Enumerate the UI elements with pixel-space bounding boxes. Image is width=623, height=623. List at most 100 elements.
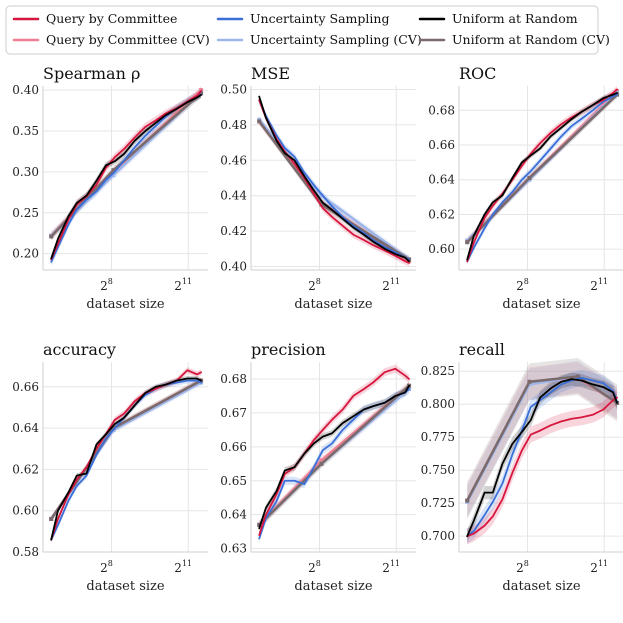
series-line-rand-cv xyxy=(465,375,619,502)
x-tick-label: 211 xyxy=(590,559,608,575)
y-tick-label: 0.30 xyxy=(12,165,39,179)
panel-title-spearman: Spearman ρ xyxy=(43,64,140,83)
y-tick-label: 0.65 xyxy=(220,474,247,488)
y-tick-label: 0.60 xyxy=(428,242,455,256)
x-tick-base: 2 xyxy=(100,561,108,575)
y-tick-label: 0.44 xyxy=(220,189,247,203)
x-tick-label: 211 xyxy=(382,559,400,575)
data-point-rand-cv xyxy=(575,374,580,379)
y-tick-label: 0.48 xyxy=(220,118,247,132)
x-axis-label: dataset size xyxy=(294,297,372,312)
x-tick-base: 2 xyxy=(174,561,182,575)
legend: Query by Committee Uncertainty Sampling … xyxy=(5,5,610,55)
y-tick-label: 0.50 xyxy=(220,83,247,97)
y-tick-label: 0.20 xyxy=(12,247,39,261)
series-band-rand-cv xyxy=(467,358,618,520)
panel-title-recall: recall xyxy=(459,340,505,359)
y-tick-label: 0.35 xyxy=(12,124,39,138)
series-band-us-cv xyxy=(467,360,618,518)
data-point-rand-cv xyxy=(49,234,54,239)
x-tick-label: 211 xyxy=(174,277,192,293)
y-tick-label: 0.40 xyxy=(12,83,39,97)
x-axis-label: dataset size xyxy=(502,579,580,594)
series-band-qbc xyxy=(467,86,618,265)
data-point-rand-cv xyxy=(257,119,262,124)
x-tick-base: 2 xyxy=(516,279,524,293)
data-point-rand-cv xyxy=(527,379,532,384)
x-tick-exponent: 11 xyxy=(390,559,400,568)
x-tick-base: 2 xyxy=(308,561,316,575)
data-point-rand-cv xyxy=(527,176,532,180)
y-tick-label: 0.62 xyxy=(428,207,455,221)
x-tick-label: 211 xyxy=(382,277,400,293)
y-tick-label: 0.68 xyxy=(220,372,247,386)
y-tick-label: 0.800 xyxy=(421,397,455,411)
series-line-qbc xyxy=(258,367,410,536)
data-point-qbc-cv xyxy=(319,458,324,463)
panel-title-mse: MSE xyxy=(251,64,290,83)
x-tick-label: 28 xyxy=(308,277,321,293)
series-line-qbc xyxy=(466,396,618,538)
x-tick-label: 211 xyxy=(174,559,192,575)
series-line-qbc xyxy=(258,99,410,264)
x-tick-label: 28 xyxy=(100,559,113,575)
y-tick-label: 0.67 xyxy=(220,406,247,420)
x-tick-exponent: 11 xyxy=(390,277,400,286)
y-tick-label: 0.64 xyxy=(12,421,39,435)
x-tick-label: 28 xyxy=(516,277,529,293)
y-tick-label: 0.62 xyxy=(12,462,39,476)
x-tick-base: 2 xyxy=(590,561,598,575)
y-tick-label: 0.58 xyxy=(12,545,39,559)
legend-item-qbc: Query by Committee xyxy=(12,11,177,26)
y-tick-label: 0.66 xyxy=(12,380,39,394)
data-point-us-cv xyxy=(319,193,324,198)
x-tick-base: 2 xyxy=(516,561,524,575)
data-point-rand-cv xyxy=(319,461,324,466)
legend-label-rand-cv: Uniform at Random (CV) xyxy=(452,32,610,47)
x-tick-exponent: 8 xyxy=(108,559,113,568)
y-tick-label: 0.700 xyxy=(421,529,455,543)
x-tick-exponent: 8 xyxy=(524,559,529,568)
x-tick-exponent: 8 xyxy=(108,277,113,286)
x-tick-exponent: 11 xyxy=(182,559,192,568)
legend-label-us: Uncertainty Sampling xyxy=(250,11,389,26)
panel-spearman: Spearman ρ 0.20 0.25 0.30 0.35 0.40 2 8 211 data… xyxy=(12,64,208,312)
data-point-rand-cv xyxy=(111,168,116,173)
y-tick-label: 0.68 xyxy=(428,103,455,117)
plot-area-precision xyxy=(251,362,416,552)
x-tick-exponent: 11 xyxy=(182,277,192,286)
y-tick-label: 0.60 xyxy=(12,504,39,518)
series-line-us xyxy=(466,93,618,263)
data-point-rand-cv xyxy=(257,522,262,527)
y-tick-label: 0.64 xyxy=(428,173,455,187)
legend-item-us: Uncertainty Sampling xyxy=(216,11,389,26)
x-tick-exponent: 11 xyxy=(598,559,608,568)
x-tick-exponent: 8 xyxy=(524,277,529,286)
panel-title-accuracy: accuracy xyxy=(43,340,116,359)
x-tick-exponent: 8 xyxy=(316,277,321,286)
x-tick-label: 28 xyxy=(516,559,529,575)
x-tick-exponent: 11 xyxy=(598,277,608,286)
y-tick-label: 0.46 xyxy=(220,153,247,167)
legend-item-us-cv: Uncertainty Sampling (CV) xyxy=(216,32,422,47)
x-axis-label: dataset size xyxy=(502,297,580,312)
x-tick-base: 2 xyxy=(174,279,182,293)
y-tick-label: 0.25 xyxy=(12,206,39,220)
legend-label-qbc-cv: Query by Committee (CV) xyxy=(46,32,210,47)
plot-area-recall xyxy=(459,362,623,552)
x-tick-exponent: 8 xyxy=(316,559,321,568)
series-line-rand xyxy=(258,384,410,530)
panel-title-precision: precision xyxy=(251,340,326,359)
series-line-rand xyxy=(466,92,618,261)
x-axis-label: dataset size xyxy=(86,297,164,312)
series-line-us xyxy=(258,99,410,261)
plot-area-mse xyxy=(251,86,416,270)
series-line-us xyxy=(466,376,618,538)
legend-label-qbc: Query by Committee xyxy=(46,11,177,26)
data-point-us-cv xyxy=(111,173,116,178)
